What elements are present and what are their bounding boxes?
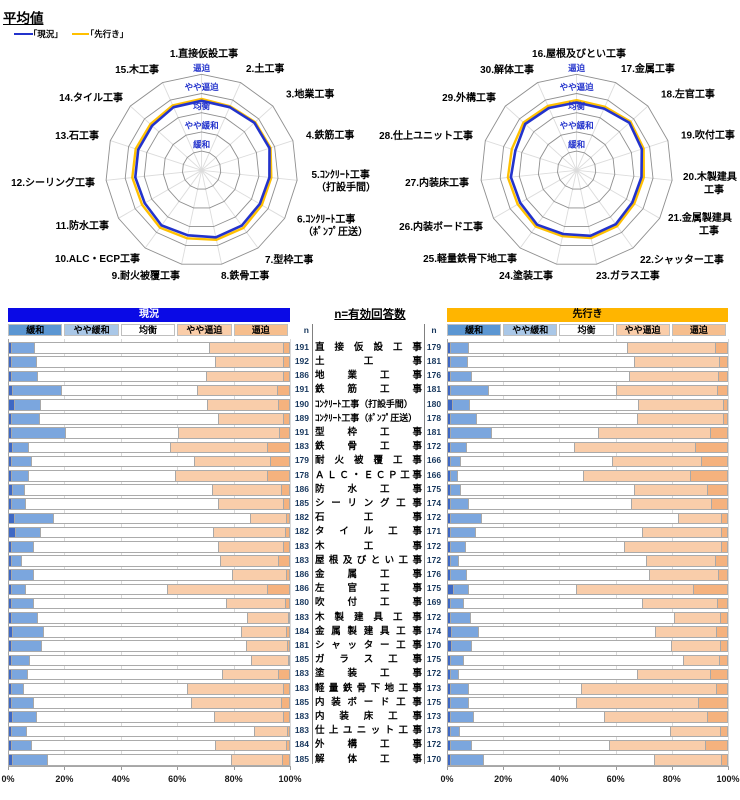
- svg-text:7.型枠工事: 7.型枠工事: [265, 253, 313, 266]
- svg-text:30.解体工事: 30.解体工事: [480, 63, 534, 76]
- svg-text:逼迫: 逼迫: [568, 63, 586, 73]
- svg-text:16.屋根及びとい工事: 16.屋根及びとい工事: [532, 47, 626, 60]
- svg-text:23.ガラス工事: 23.ガラス工事: [596, 269, 660, 282]
- svg-text:26.内装ボード工事: 26.内装ボード工事: [399, 220, 483, 233]
- svg-text:15.木工事: 15.木工事: [115, 63, 159, 76]
- svg-text:1.直接仮設工事: 1.直接仮設工事: [170, 47, 238, 60]
- svg-text:やや緩和: やや緩和: [560, 120, 594, 130]
- svg-text:24.塗装工事: 24.塗装工事: [499, 269, 553, 282]
- svg-text:25.軽量鉄骨下地工事: 25.軽量鉄骨下地工事: [423, 252, 517, 265]
- svg-text:14.タイル工事: 14.タイル工事: [59, 91, 123, 104]
- svg-text:5.ｺﾝｸﾘｰﾄ工事: 5.ｺﾝｸﾘｰﾄ工事: [312, 168, 370, 181]
- svg-text:13.石工事: 13.石工事: [55, 129, 99, 142]
- svg-text:やや逼迫: やや逼迫: [560, 82, 595, 92]
- svg-text:6.ｺﾝｸﾘｰﾄ工事: 6.ｺﾝｸﾘｰﾄ工事: [297, 213, 355, 226]
- svg-text:2.土工事: 2.土工事: [246, 62, 284, 75]
- svg-text:逼迫: 逼迫: [193, 63, 211, 73]
- svg-text:8.鉄骨工事: 8.鉄骨工事: [221, 269, 269, 282]
- svg-text:工事: 工事: [704, 183, 724, 196]
- svg-text:（ﾎﾟﾝﾌﾟ圧送）: （ﾎﾟﾝﾌﾟ圧送）: [303, 225, 368, 238]
- svg-text:29.外構工事: 29.外構工事: [442, 91, 496, 104]
- svg-text:工事: 工事: [699, 224, 719, 237]
- svg-text:9.耐火被覆工事: 9.耐火被覆工事: [112, 269, 180, 282]
- svg-text:やや逼迫: やや逼迫: [185, 82, 220, 92]
- svg-text:19.吹付工事: 19.吹付工事: [681, 129, 735, 142]
- svg-text:緩和: 緩和: [193, 140, 210, 150]
- svg-text:17.金属工事: 17.金属工事: [621, 62, 675, 75]
- svg-text:20.木製建具: 20.木製建具: [683, 170, 737, 183]
- svg-text:12.シーリング工事: 12.シーリング工事: [11, 176, 95, 189]
- svg-text:21.金属製建具: 21.金属製建具: [668, 211, 732, 224]
- svg-text:10.ALC・ECP工事: 10.ALC・ECP工事: [55, 252, 140, 265]
- svg-text:4.鉄筋工事: 4.鉄筋工事: [306, 129, 354, 142]
- svg-text:22.シャッター工事: 22.シャッター工事: [640, 253, 724, 266]
- svg-text:緩和: 緩和: [568, 140, 585, 150]
- svg-text:11.防水工事: 11.防水工事: [56, 219, 109, 232]
- svg-text:均衡: 均衡: [568, 101, 586, 111]
- svg-text:やや緩和: やや緩和: [185, 120, 219, 130]
- svg-text:28.仕上ユニット工事: 28.仕上ユニット工事: [379, 129, 473, 142]
- svg-text:均衡: 均衡: [193, 101, 211, 111]
- svg-text:（打設手間）: （打設手間）: [316, 181, 376, 194]
- svg-text:27.内装床工事: 27.内装床工事: [405, 176, 469, 189]
- svg-text:3.地業工事: 3.地業工事: [286, 88, 334, 101]
- svg-text:18.左官工事: 18.左官工事: [661, 88, 715, 101]
